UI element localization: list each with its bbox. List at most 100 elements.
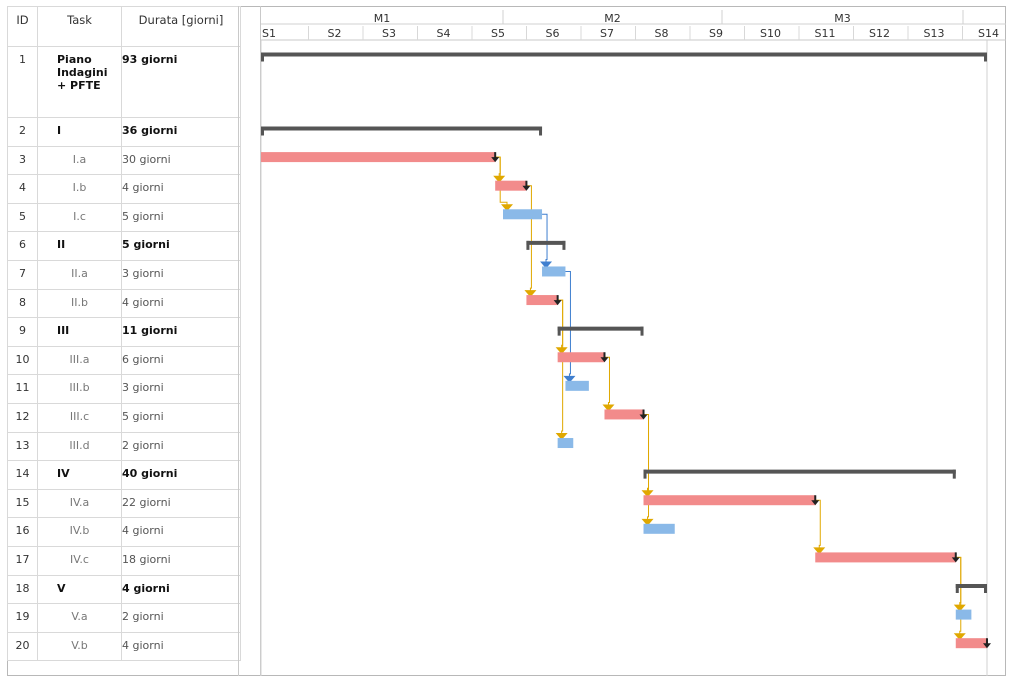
summary-bar-start — [261, 52, 264, 62]
dependency-link — [557, 299, 564, 438]
finish-arrow-icon — [951, 552, 960, 563]
table-row[interactable]: 16 IV.b 4 giorni — [7, 517, 241, 547]
critical-task-bar — [495, 180, 527, 191]
table-row[interactable]: 17 IV.c 18 giorni — [7, 545, 241, 576]
row-id: 1 — [7, 46, 38, 118]
table-row[interactable]: 11 III.b 3 giorni — [7, 374, 241, 404]
summary-bar — [643, 469, 956, 474]
task-bar — [557, 438, 574, 449]
row-duration: 30 giorni — [121, 145, 241, 176]
dependency-arrowhead — [641, 490, 654, 498]
row-duration: 4 giorni — [121, 288, 241, 319]
row-task: V.b — [37, 631, 122, 662]
summary-bar-end — [984, 584, 987, 593]
task-bar — [643, 523, 675, 534]
critical-task-bar — [955, 638, 987, 649]
dependency-arrowhead — [493, 175, 506, 183]
table-row[interactable]: 20 V.b 4 giorni — [7, 631, 241, 662]
summary-bar — [261, 52, 987, 57]
summary-bar-end — [640, 326, 644, 336]
summary-bar-start — [955, 584, 959, 593]
row-id: 11 — [7, 374, 38, 404]
header-duration: Durata [giorni] — [121, 6, 241, 47]
table-row[interactable]: 6 II 5 giorni — [7, 231, 241, 261]
row-duration: 11 giorni — [121, 317, 241, 347]
dependency-arrowhead — [555, 433, 568, 441]
table-row[interactable]: 9 III 11 giorni — [7, 317, 241, 347]
task-bar — [503, 209, 543, 220]
row-task: IV.a — [37, 488, 122, 519]
summary-bar-start — [557, 326, 561, 336]
task-table: ID Task Durata [giorni] 1 Piano Indagini … — [7, 6, 241, 662]
row-id: 17 — [7, 545, 38, 576]
week-label: S11 — [815, 27, 836, 40]
row-id: 2 — [7, 117, 38, 147]
finish-arrow-icon — [811, 495, 820, 506]
week-label: S13 — [924, 27, 945, 40]
row-id: 19 — [7, 603, 38, 633]
row-id: 18 — [7, 574, 38, 605]
table-row[interactable]: 10 III.a 6 giorni — [7, 345, 241, 376]
finish-arrow-icon — [553, 295, 562, 306]
row-id: 7 — [7, 259, 38, 290]
row-task: III.d — [37, 431, 122, 462]
week-label: S3 — [382, 27, 396, 40]
dependency-arrowhead — [641, 518, 654, 526]
dependency-arrowhead — [953, 604, 966, 612]
critical-task-bar — [261, 152, 496, 163]
summary-bar — [526, 240, 566, 245]
row-duration: 2 giorni — [121, 431, 241, 462]
dependency-link — [542, 213, 548, 266]
table-row[interactable]: 14 IV 40 giorni — [7, 460, 241, 490]
dependency-arrowhead — [953, 633, 966, 641]
finish-arrow-icon — [600, 352, 609, 363]
dependency-link — [526, 185, 532, 295]
week-label: S5 — [491, 27, 505, 40]
week-label: S7 — [600, 27, 614, 40]
table-row[interactable]: 1 Piano Indagini + PFTE 93 giorni — [7, 46, 241, 118]
month-label: M1 — [374, 12, 391, 25]
row-id: 16 — [7, 517, 38, 547]
summary-bar-start — [643, 469, 647, 479]
dependency-link — [955, 556, 962, 609]
row-duration: 5 giorni — [121, 402, 241, 433]
week-label: S8 — [655, 27, 669, 40]
week-label: S4 — [437, 27, 451, 40]
row-task: II — [37, 231, 122, 261]
table-row[interactable]: 13 III.d 2 giorni — [7, 431, 241, 462]
dependency-link — [955, 556, 962, 638]
row-duration: 5 giorni — [121, 202, 241, 233]
dependency-arrowhead — [602, 404, 615, 412]
row-task: III.a — [37, 345, 122, 376]
dependency-arrowhead — [540, 261, 553, 269]
week-label: S9 — [709, 27, 723, 40]
summary-bar — [261, 126, 543, 131]
dependency-arrowhead — [813, 547, 826, 555]
row-task: IV.c — [37, 545, 122, 576]
summary-bar — [557, 326, 644, 331]
month-label: M2 — [604, 12, 621, 25]
table-row[interactable]: 5 I.c 5 giorni — [7, 202, 241, 233]
dependency-link — [557, 299, 564, 352]
dependency-link — [604, 356, 610, 409]
row-task: II.a — [37, 259, 122, 290]
table-row[interactable]: 12 III.c 5 giorni — [7, 402, 241, 433]
row-duration: 40 giorni — [121, 460, 241, 490]
row-task: III.c — [37, 402, 122, 433]
dependency-arrowhead — [524, 290, 537, 298]
summary-bar — [955, 584, 987, 588]
dependency-link — [643, 413, 650, 523]
row-duration: 93 giorni — [121, 46, 241, 118]
row-task: V — [37, 574, 122, 605]
row-duration: 4 giorni — [121, 631, 241, 662]
finish-arrow-icon — [983, 638, 991, 649]
task-bar — [565, 380, 589, 391]
row-duration: 5 giorni — [121, 231, 241, 261]
week-label: S1 — [262, 27, 276, 40]
dependency-link — [565, 270, 571, 380]
row-duration: 6 giorni — [121, 345, 241, 376]
dependency-arrowhead — [555, 347, 568, 355]
critical-task-bar — [643, 495, 816, 506]
row-task: IV — [37, 460, 122, 490]
